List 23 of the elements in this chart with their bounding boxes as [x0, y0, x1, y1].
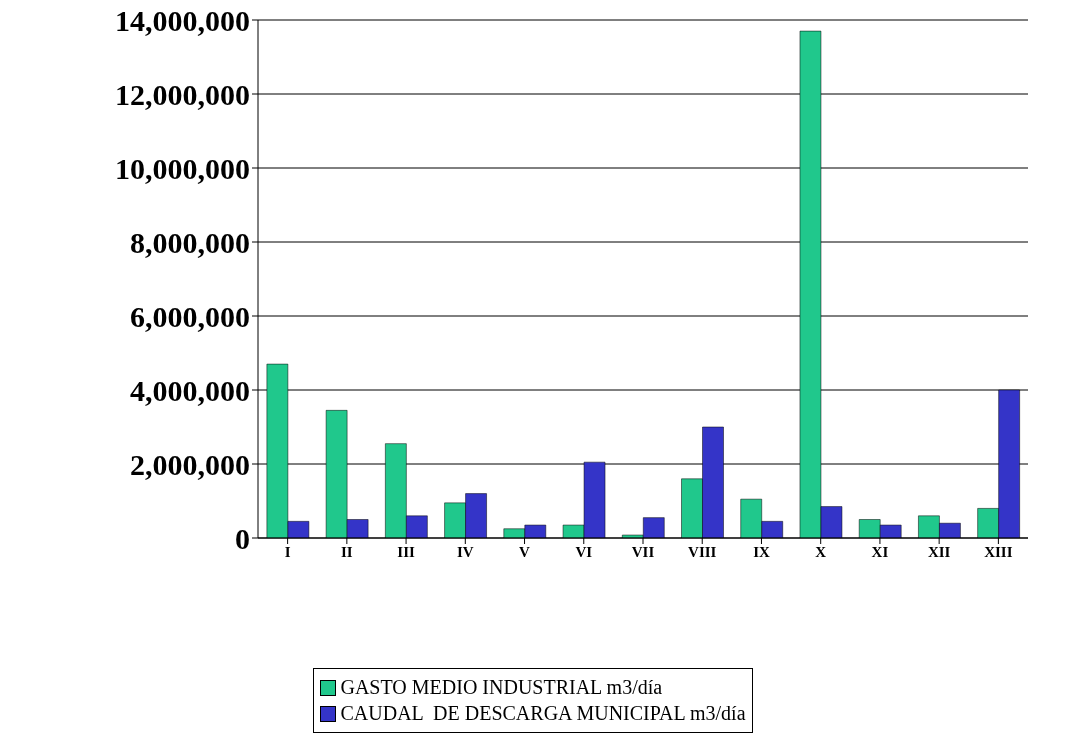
y-tick-label: 4,000,000: [130, 373, 250, 407]
x-tick-label: VII: [631, 543, 655, 560]
x-tick-label: V: [519, 543, 531, 560]
x-tick-label: IX: [753, 543, 770, 560]
y-tick-label: 14,000,000: [115, 3, 250, 37]
y-tick-label: 2,000,000: [130, 447, 250, 481]
y-tick-label: 12,000,000: [115, 77, 250, 111]
x-tick-label: XII: [927, 543, 951, 560]
x-tick-label: III: [397, 543, 415, 560]
x-tick-label: VIII: [688, 543, 717, 560]
x-tick-label: X: [815, 543, 827, 560]
y-tick-label: 10,000,000: [115, 151, 250, 185]
y-tick-label: 0: [235, 521, 250, 555]
x-tick-label: I: [284, 543, 291, 560]
legend-label: CAUDAL DE DESCARGA MUNICIPAL m3/día: [340, 702, 746, 725]
legend-label: GASTO MEDIO INDUSTRIAL m3/día: [340, 676, 663, 699]
x-tick-label: VI: [575, 543, 593, 560]
x-tick-label: XI: [871, 543, 889, 560]
x-tick-label: XIII: [984, 543, 1013, 560]
y-tick-label: 6,000,000: [130, 299, 250, 333]
x-tick-label: IV: [456, 543, 474, 560]
x-tick-label: II: [341, 543, 353, 560]
y-tick-label: 8,000,000: [130, 225, 250, 259]
